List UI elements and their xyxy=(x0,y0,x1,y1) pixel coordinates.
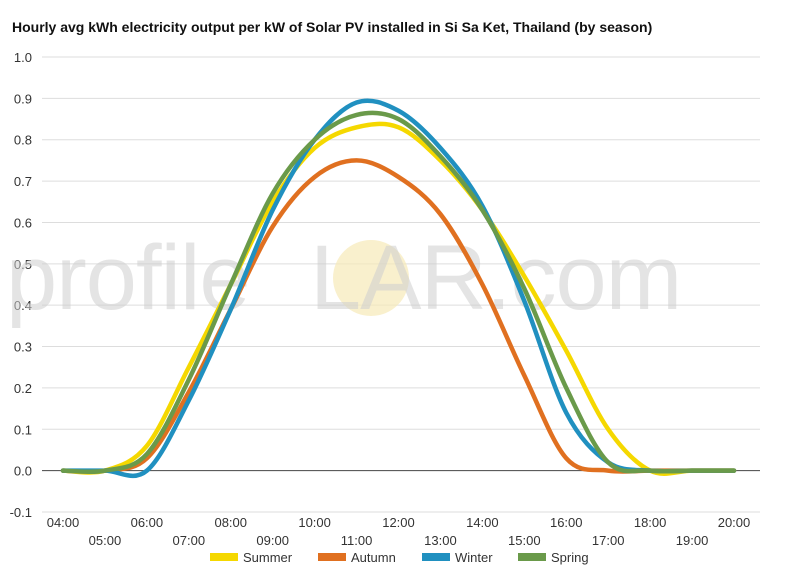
x-tick-label: 05:00 xyxy=(89,533,122,548)
y-tick-label: 0.1 xyxy=(14,422,32,437)
legend-item-winter[interactable]: Winter xyxy=(422,550,493,565)
x-tick-label: 06:00 xyxy=(131,515,164,530)
legend-item-summer[interactable]: Summer xyxy=(210,550,293,565)
x-tick-label: 14:00 xyxy=(466,515,499,530)
x-tick-label: 15:00 xyxy=(508,533,541,548)
y-tick-label: 0.9 xyxy=(14,91,32,106)
legend-item-spring[interactable]: Spring xyxy=(518,550,589,565)
y-tick-label: 0.5 xyxy=(14,257,32,272)
y-tick-label: 0.6 xyxy=(14,215,32,230)
x-tick-label: 08:00 xyxy=(214,515,247,530)
y-tick-label: 0.8 xyxy=(14,133,32,148)
x-tick-label: 11:00 xyxy=(341,533,373,548)
y-tick-label: 1.0 xyxy=(14,50,32,65)
watermark-sun-icon xyxy=(333,240,409,316)
legend-label-autumn: Autumn xyxy=(351,550,396,565)
watermark-text: profileSLAR.com xyxy=(6,227,681,329)
x-tick-label: 18:00 xyxy=(634,515,667,530)
x-tick-label: 12:00 xyxy=(382,515,415,530)
legend-swatch-winter xyxy=(422,553,450,561)
legend-label-spring: Spring xyxy=(551,550,589,565)
x-tick-label: 13:00 xyxy=(424,533,457,548)
legend-swatch-spring xyxy=(518,553,546,561)
y-tick-label: 0.0 xyxy=(14,464,32,479)
series-line-spring xyxy=(60,110,737,475)
x-tick-label: 19:00 xyxy=(676,533,709,548)
series-line-summer xyxy=(60,121,737,476)
x-axis-ticks: 04:00 05:00 06:00 07:00 08:00 09:00 10:00 11:00… xyxy=(47,515,751,548)
x-tick-label: 16:00 xyxy=(550,515,583,530)
profilesolar-watermark: profileSLAR.com xyxy=(6,227,682,329)
y-tick-label: 0.3 xyxy=(14,340,32,355)
x-tick-label: 20:00 xyxy=(718,515,751,530)
y-tick-label: 0.4 xyxy=(14,298,32,313)
y-axis-ticks: 1.0 0.9 0.8 0.7 0.6 0.5 0.4 0.3 0.2 0.1 0.0 -0.1 xyxy=(10,50,32,520)
series-lines xyxy=(60,98,737,479)
x-tick-label: 10:00 xyxy=(298,515,331,530)
legend-swatch-autumn xyxy=(318,553,346,561)
y-tick-label: -0.1 xyxy=(10,505,32,520)
x-tick-label: 07:00 xyxy=(173,533,206,548)
legend-label-summer: Summer xyxy=(243,550,293,565)
legend-item-autumn[interactable]: Autumn xyxy=(318,550,396,565)
legend-label-winter: Winter xyxy=(455,550,493,565)
legend-swatch-summer xyxy=(210,553,238,561)
chart-title: Hourly avg kWh electricity output per kW… xyxy=(12,19,653,35)
legend: Summer Autumn Winter Spring xyxy=(210,550,589,565)
y-tick-label: 0.7 xyxy=(14,174,32,189)
x-tick-label: 09:00 xyxy=(256,533,289,548)
series-line-autumn xyxy=(60,158,737,474)
x-tick-label: 17:00 xyxy=(592,533,625,548)
x-tick-label: 04:00 xyxy=(47,515,80,530)
y-tick-label: 0.2 xyxy=(14,381,32,396)
